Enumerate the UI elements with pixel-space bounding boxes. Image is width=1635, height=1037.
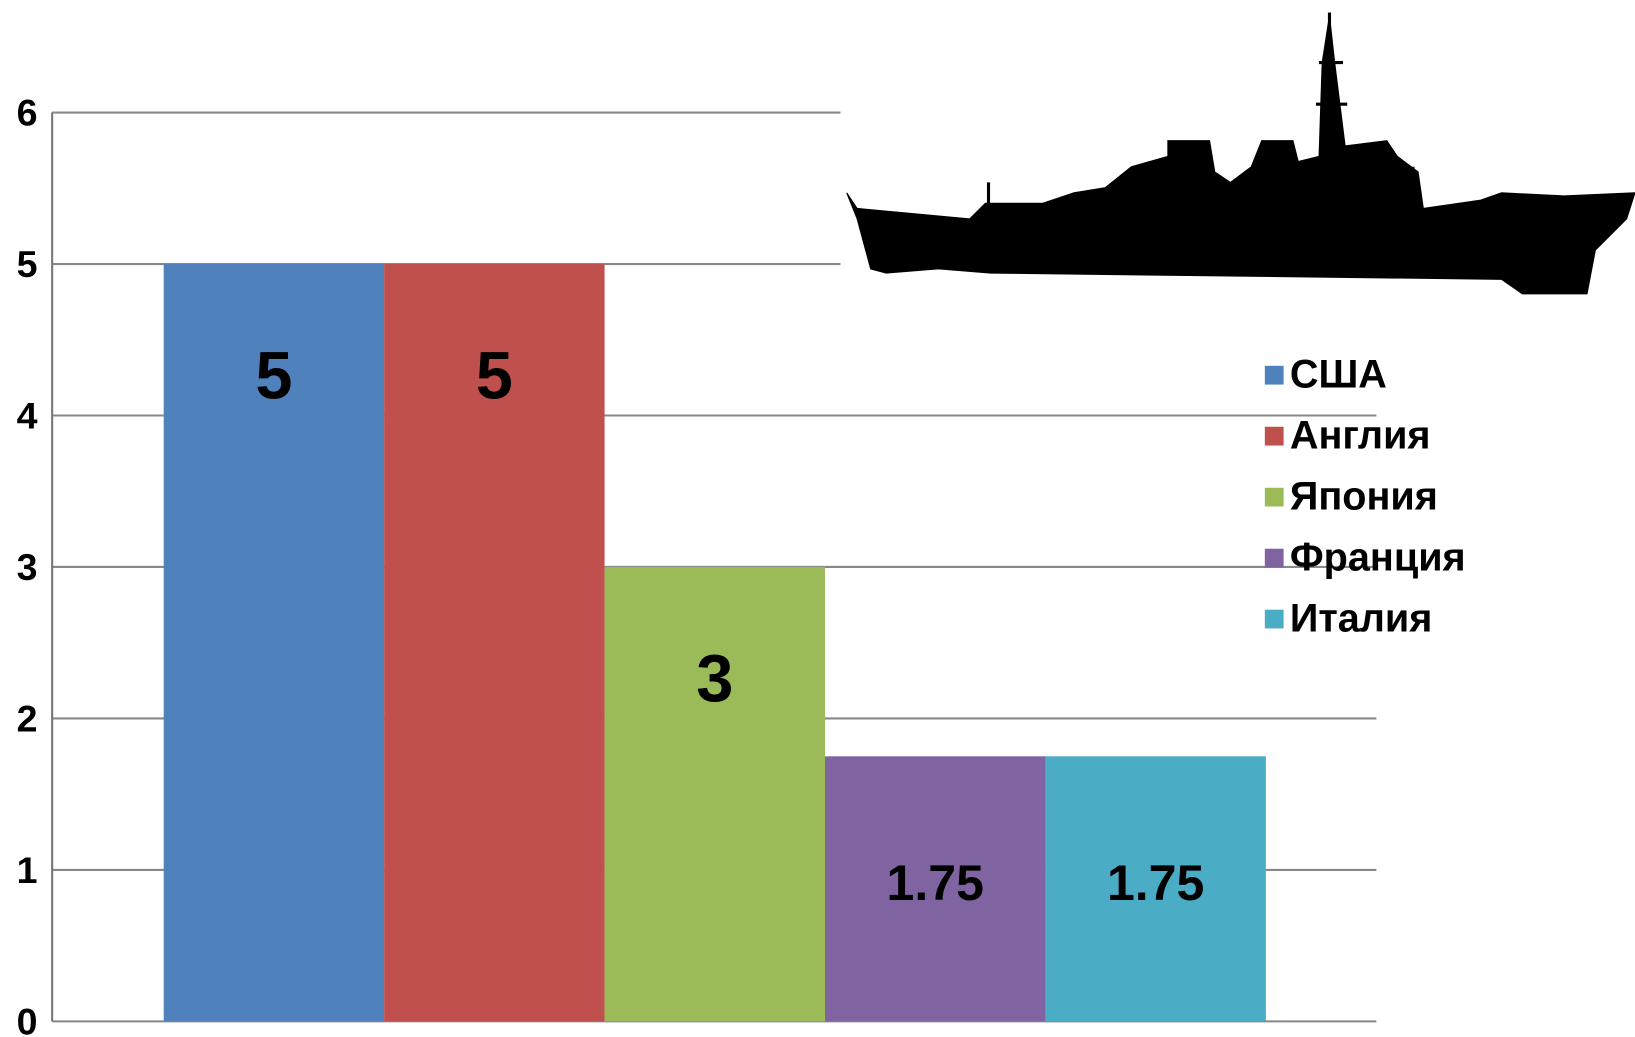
legend-swatch (1264, 365, 1284, 385)
legend-label: Италия (1290, 597, 1433, 641)
bar (825, 756, 1046, 1022)
data-label: 5 (476, 339, 513, 413)
bar (1045, 756, 1266, 1022)
data-label: 1.75 (1107, 855, 1204, 911)
bars: 5 5 3 1.75 1.75 (163, 264, 1266, 1022)
legend-label: Франция (1290, 536, 1466, 580)
y-tick-label: 3 (17, 546, 38, 588)
y-tick-label: 6 (17, 92, 38, 134)
data-label: 1.75 (887, 855, 984, 911)
y-tick-label: 0 (17, 1000, 38, 1037)
bar (163, 264, 385, 1022)
y-tick-label: 4 (17, 395, 38, 437)
ship-silhouette (846, 12, 1635, 295)
axis: 0 1 2 3 4 5 6 (17, 92, 54, 1037)
y-tick-label: 1 (17, 849, 38, 891)
y-tick-label: 2 (17, 697, 38, 739)
legend-swatch (1264, 426, 1284, 446)
bar (384, 264, 605, 1022)
legend-label: Япония (1290, 475, 1438, 519)
y-tick-label: 5 (17, 243, 38, 285)
data-label: 3 (696, 642, 733, 716)
legend-label: США (1290, 353, 1387, 397)
data-label: 5 (255, 339, 292, 413)
bar (604, 566, 826, 1022)
legend-label: Англия (1290, 414, 1431, 458)
legend-swatch (1264, 548, 1284, 568)
legend-swatch (1264, 609, 1284, 629)
legend-swatch (1264, 487, 1284, 507)
legend: США Англия Япония Франция Италия (1264, 353, 1466, 641)
